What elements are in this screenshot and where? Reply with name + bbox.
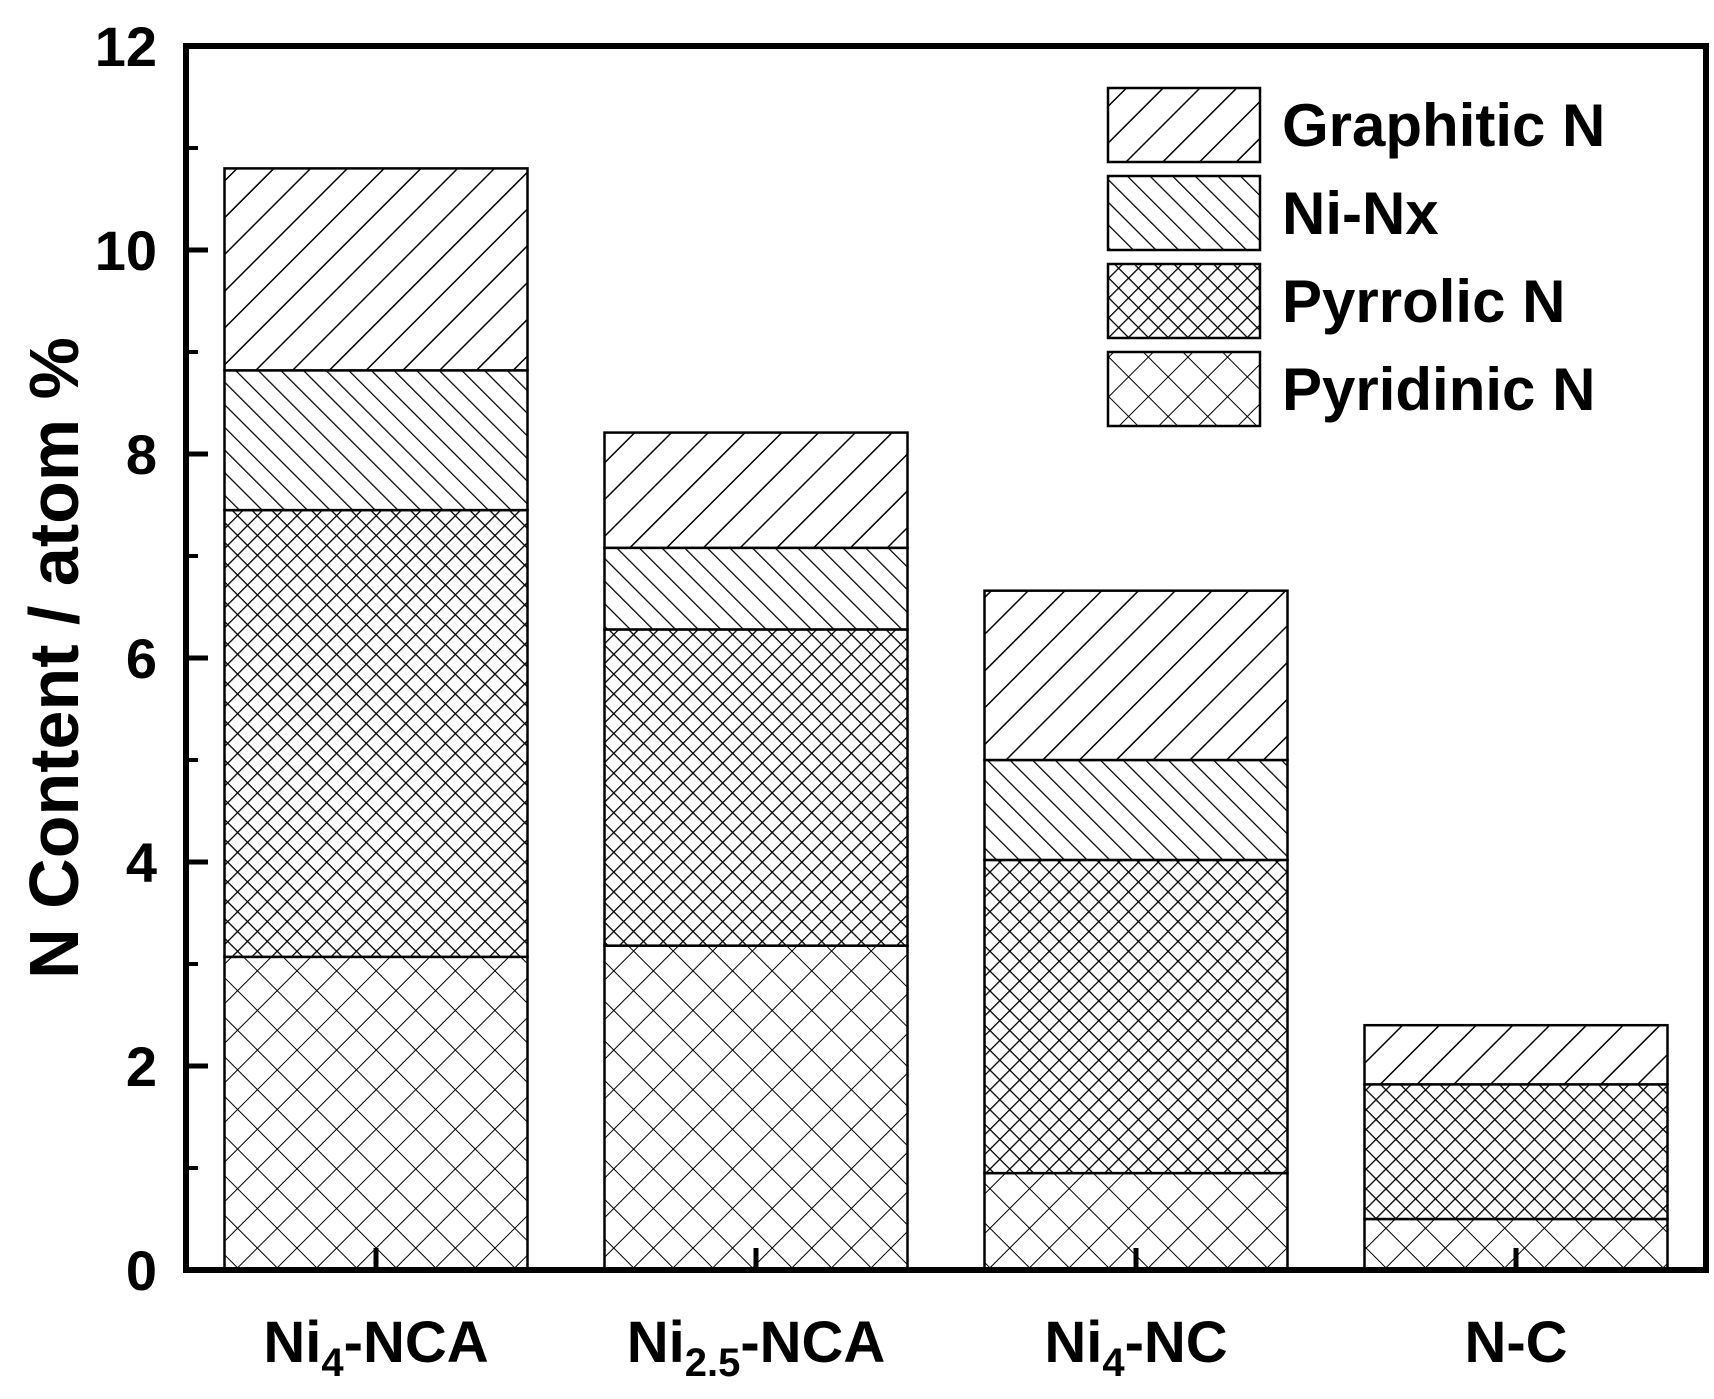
y-tick-label-0: 0 (126, 1239, 157, 1302)
legend-swatch-pyrrolic-n (1106, 262, 1262, 340)
y-tick-label-6: 6 (126, 627, 157, 690)
bar-segment-pyrrolic-n-4 (1363, 1083, 1669, 1221)
legend-swatch-ni-nx (1106, 174, 1262, 252)
legend-swatch-graphitic-n (1106, 86, 1262, 164)
bar-segment-pyrrolic-n-2 (603, 628, 909, 947)
bar-segment-ni-nx-1 (223, 369, 529, 512)
x-tick-label-3: Ni4-NC (1044, 1310, 1227, 1385)
legend-swatch-pyridinic-n (1106, 350, 1262, 428)
bar-segment-ni-nx-2 (603, 546, 909, 631)
x-tick-label-1: Ni4-NCA (263, 1310, 488, 1385)
legend-label-ni-nx: Ni-Nx (1282, 180, 1439, 247)
y-tick-label-8: 8 (126, 423, 157, 486)
y-tick-label-12: 12 (95, 15, 157, 78)
legend-label-graphitic-n: Graphitic N (1282, 92, 1605, 159)
bar-segment-graphitic-n-3 (983, 589, 1289, 762)
legend-label-pyrrolic-n: Pyrrolic N (1282, 268, 1565, 335)
bar-segment-graphitic-n-1 (223, 167, 529, 372)
y-axis-label: N Content / atom % (15, 337, 93, 979)
bar-segment-pyridinic-n-2 (603, 944, 909, 1272)
x-tick-label-2: Ni2.5-NCA (627, 1310, 886, 1385)
y-tick-label-4: 4 (126, 831, 157, 894)
y-tick-label-10: 10 (95, 219, 157, 282)
legend: Graphitic N Ni-Nx Pyrrolic N Pyridinic N (1106, 86, 1605, 428)
x-tick-label-4: N-C (1464, 1310, 1567, 1375)
bar-segment-pyridinic-n-1 (223, 955, 529, 1272)
bar-segment-graphitic-n-4 (1363, 1023, 1669, 1086)
y-tick-label-2: 2 (126, 1035, 157, 1098)
legend-label-pyridinic-n: Pyridinic N (1282, 356, 1595, 423)
bar-segment-graphitic-n-2 (603, 431, 909, 550)
bar-segment-ni-nx-3 (983, 758, 1289, 862)
bar-segment-pyrrolic-n-1 (223, 508, 529, 959)
bar-segment-pyrrolic-n-3 (983, 858, 1289, 1175)
